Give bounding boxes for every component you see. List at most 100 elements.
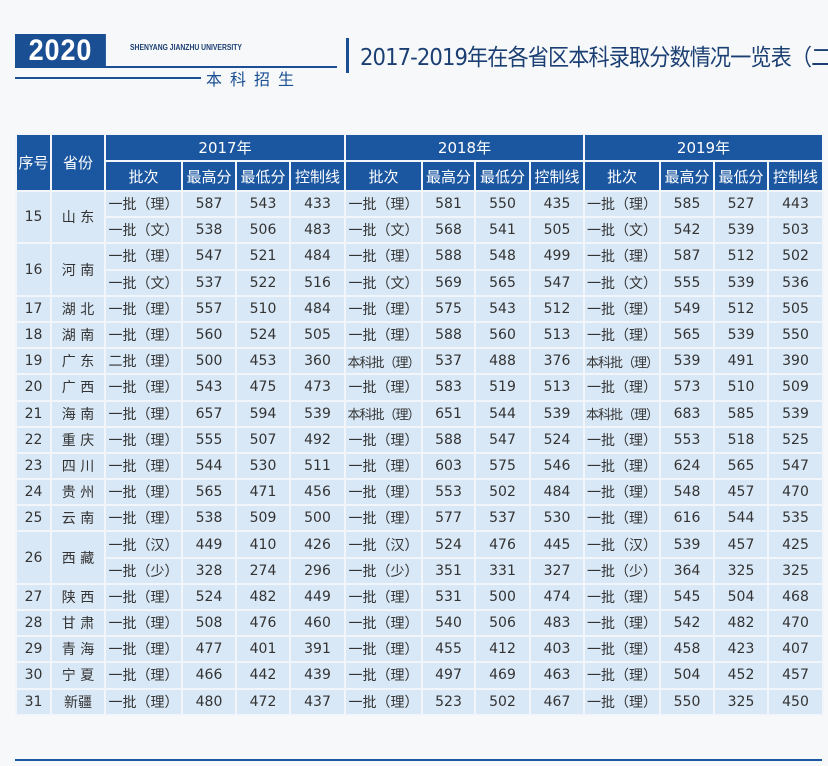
header-year-2018: 2018年	[344, 133, 585, 162]
cell-min-score: 452	[713, 661, 769, 690]
cell-min-score: 442	[235, 661, 291, 690]
subheader-max-score: 最高分	[181, 160, 237, 192]
cell-min-score: 512	[713, 242, 769, 271]
section-rule	[15, 77, 201, 79]
cell-batch: 一批（理）	[104, 451, 183, 481]
cell-batch: 一批（理）	[344, 242, 423, 271]
cell-control-line: 547	[529, 268, 585, 297]
cell-max-score: 539	[659, 347, 715, 376]
cell-min-score: 575	[474, 451, 531, 481]
cell-control-line: 435	[529, 189, 585, 219]
cell-min-score: 325	[713, 556, 769, 585]
cell-max-score: 364	[659, 556, 715, 585]
cell-batch: 本科批（理）	[344, 347, 423, 376]
cell-index: 18	[15, 320, 52, 350]
cell-province: 湖 北	[50, 294, 106, 323]
cell-batch: 一批（理）	[583, 451, 661, 481]
cell-control-line: 443	[767, 189, 824, 219]
cell-min-score: 488	[474, 347, 531, 376]
cell-max-score: 500	[181, 347, 237, 376]
cell-min-score: 537	[474, 504, 531, 533]
cell-control-line: 503	[767, 216, 824, 245]
cell-max-score: 565	[659, 320, 715, 350]
table-row: 16 河 南一批（理） 547 521 484 一批（理） 588 548 499 一批（理） 58…	[15, 242, 824, 297]
cell-batch: 一批（理）	[583, 687, 661, 716]
subheader-max-score: 最高分	[659, 160, 715, 192]
cell-index: 21	[15, 399, 52, 428]
table-row: 26 西 藏一批（汉） 449 410 426 一批（汉） 524 476 445 一批（汉） 53…	[15, 530, 824, 585]
cell-batch: 一批（理）	[583, 478, 661, 507]
cell-min-score: 472	[235, 687, 291, 716]
cell-province: 重 庆	[50, 425, 106, 454]
cell-min-score: 544	[713, 504, 769, 533]
cell-province: 山 东	[50, 189, 106, 245]
cell-min-score: 539	[713, 268, 769, 297]
cell-min-score: 519	[474, 373, 531, 402]
subheader-batch: 批次	[344, 160, 423, 192]
cell-index: 16	[15, 242, 52, 297]
cell-max-score: 557	[181, 294, 237, 323]
cell-province: 海 南	[50, 399, 106, 428]
cell-control-line: 450	[767, 687, 824, 716]
cell-batch: 一批（汉）	[344, 530, 423, 559]
cell-index: 23	[15, 451, 52, 481]
university-name: SHENYANG JIANZHU UNIVERSITY	[130, 43, 242, 52]
cell-min-score: 423	[713, 635, 769, 664]
cell-max-score: 585	[659, 189, 715, 219]
cell-control-line: 500	[289, 504, 346, 533]
cell-batch: 一批（理）	[583, 608, 661, 638]
cell-control-line: 325	[767, 556, 824, 585]
cell-min-score: 544	[474, 399, 531, 428]
table-row: 17 湖 北一批（理） 557 510 484 一批（理） 575 543 512 一批（理） 54…	[15, 294, 824, 323]
cell-min-score: 331	[474, 556, 531, 585]
cell-min-score: 504	[713, 582, 769, 612]
table-row: 20 广 西一批（理） 543 475 473 一批（理） 583 519 513 一批（理） 57…	[15, 373, 824, 402]
cell-min-score: 506	[474, 608, 531, 638]
cell-province: 新疆	[50, 687, 106, 716]
cell-control-line: 513	[529, 320, 585, 350]
cell-index: 15	[15, 189, 52, 245]
cell-max-score: 588	[421, 320, 476, 350]
cell-province: 河 南	[50, 242, 106, 297]
cell-control-line: 391	[289, 635, 346, 664]
cell-control-line: 425	[767, 530, 824, 559]
table-row: 一批（文） 537 522 516 一批（文） 569 565 547 一批（文） 555 539 5…	[16, 268, 824, 297]
cell-control-line: 547	[767, 451, 824, 481]
cell-batch: 一批（理）	[104, 635, 183, 664]
cell-min-score: 585	[713, 399, 769, 428]
cell-batch: 一批（理）	[104, 687, 183, 716]
cell-index: 31	[15, 687, 52, 716]
cell-batch: 一批（理）	[104, 373, 183, 402]
cell-min-score: 507	[235, 425, 291, 454]
subheader-control-line: 控制线	[529, 160, 585, 192]
cell-control-line: 513	[529, 373, 585, 402]
table-row: 一批（文） 538 506 483 一批（文） 568 541 505 一批（文） 542 539 5…	[16, 216, 824, 245]
cell-batch: 一批（理）	[104, 425, 183, 454]
cell-min-score: 412	[474, 635, 531, 664]
table-row: 15 山 东一批（理） 587 543 433 一批（理） 581 550 435 一批（理） 58…	[15, 189, 824, 245]
cell-min-score: 476	[235, 608, 291, 638]
cell-min-score: 410	[235, 530, 291, 559]
cell-batch: 一批（理）	[344, 294, 423, 323]
cell-min-score: 522	[235, 268, 291, 297]
cell-batch: 一批（理）	[583, 242, 661, 271]
cell-max-score: 683	[659, 399, 715, 428]
cell-batch: 一批（理）	[344, 320, 423, 350]
subheader-max-score: 最高分	[421, 160, 476, 192]
cell-batch: 一批（理）	[344, 373, 423, 402]
cell-max-score: 555	[181, 425, 237, 454]
cell-max-score: 508	[181, 608, 237, 638]
cell-max-score: 538	[181, 216, 237, 245]
cell-control-line: 296	[289, 556, 346, 585]
cell-batch: 一批（理）	[344, 635, 423, 664]
subheader-batch: 批次	[104, 160, 183, 192]
cell-batch: 一批（理）	[583, 635, 661, 664]
cell-batch: 本科批（理）	[583, 347, 661, 376]
page-title: 2017-2019年在各省区本科录取分数情况一览表（二）	[360, 45, 828, 71]
cell-min-score: 471	[235, 478, 291, 507]
cell-min-score: 530	[235, 451, 291, 481]
cell-province: 广 西	[50, 373, 106, 402]
cell-control-line: 505	[767, 294, 824, 323]
cell-index: 24	[15, 478, 52, 507]
cell-max-score: 543	[181, 373, 237, 402]
